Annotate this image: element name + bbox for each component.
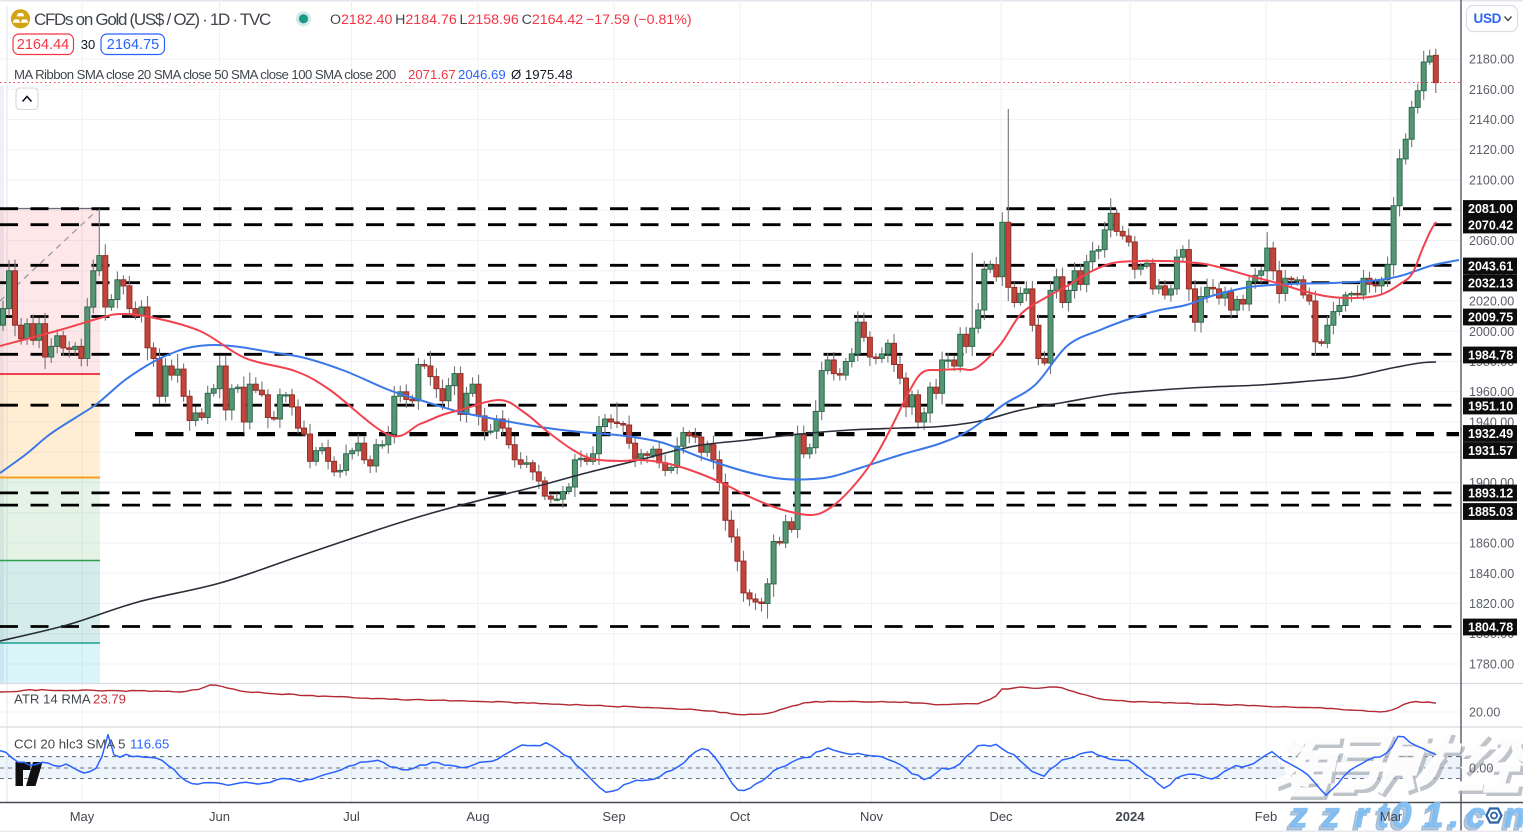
- svg-text:23.79: 23.79: [93, 692, 126, 707]
- svg-text:Dec: Dec: [989, 809, 1013, 824]
- svg-text:1804.78: 1804.78: [1468, 621, 1513, 635]
- svg-text:1932.49: 1932.49: [1468, 427, 1513, 441]
- svg-text:CCI 20 hlc3 SMA 5: CCI 20 hlc3 SMA 5: [14, 737, 125, 752]
- svg-text:2120.00: 2120.00: [1469, 143, 1514, 157]
- svg-text:2043.61: 2043.61: [1468, 260, 1513, 274]
- svg-text:2024: 2024: [1116, 809, 1146, 824]
- svg-text:Ø 1975.48: Ø 1975.48: [511, 67, 573, 82]
- svg-text:1951.10: 1951.10: [1468, 400, 1513, 414]
- svg-text:CFDs on Gold (US$ / OZ) · 1D ·: CFDs on Gold (US$ / OZ) · 1D · TVC: [34, 10, 271, 29]
- svg-text:.: .: [1446, 799, 1456, 832]
- svg-text:z: z: [1318, 799, 1337, 832]
- svg-text:2000.00: 2000.00: [1469, 325, 1514, 339]
- svg-text:.: .: [1449, 796, 1459, 832]
- svg-text:Jun: Jun: [209, 809, 230, 824]
- svg-text:0: 0: [1392, 796, 1412, 832]
- svg-text:z: z: [1286, 799, 1305, 832]
- svg-text:2100.00: 2100.00: [1469, 174, 1514, 188]
- svg-text:t: t: [1377, 796, 1390, 832]
- svg-text:t: t: [1374, 799, 1387, 832]
- svg-text:1960.00: 1960.00: [1469, 385, 1514, 399]
- svg-text:1: 1: [1421, 799, 1440, 832]
- svg-text:z: z: [1321, 796, 1340, 832]
- svg-text:n: n: [1501, 799, 1522, 832]
- svg-text:1931.57: 1931.57: [1468, 444, 1513, 458]
- svg-text:c: c: [1466, 796, 1485, 832]
- svg-text:1: 1: [1424, 796, 1443, 832]
- svg-text:Mar: Mar: [1380, 809, 1403, 824]
- svg-text:ATR 14 RMA: ATR 14 RMA: [14, 692, 91, 707]
- svg-text:2180.00: 2180.00: [1469, 53, 1514, 67]
- svg-text:May: May: [70, 809, 95, 824]
- svg-text:2071.67: 2071.67: [408, 67, 456, 82]
- svg-text:2009.75: 2009.75: [1468, 311, 1513, 325]
- svg-text:1885.03: 1885.03: [1468, 505, 1513, 519]
- svg-text:Sep: Sep: [602, 809, 625, 824]
- svg-text:1984.78: 1984.78: [1468, 349, 1513, 363]
- svg-text:0.00: 0.00: [1469, 762, 1493, 776]
- svg-text:2046.69: 2046.69: [458, 67, 506, 82]
- svg-text:2081.00: 2081.00: [1468, 202, 1513, 216]
- svg-text:n: n: [1504, 796, 1523, 832]
- svg-text:z: z: [1289, 796, 1308, 832]
- svg-text:2032.13: 2032.13: [1468, 277, 1513, 291]
- svg-text:Aug: Aug: [466, 809, 489, 824]
- svg-text:0: 0: [1389, 799, 1409, 832]
- svg-text:1820.00: 1820.00: [1469, 597, 1514, 611]
- svg-text:Jul: Jul: [343, 809, 360, 824]
- svg-text:1860.00: 1860.00: [1469, 537, 1514, 551]
- svg-text:USD: USD: [1474, 11, 1502, 26]
- svg-text:1840.00: 1840.00: [1469, 567, 1514, 581]
- svg-text:Nov: Nov: [860, 809, 884, 824]
- svg-text:MA Ribbon SMA close 20 SMA clo: MA Ribbon SMA close 20 SMA close 50 SMA …: [14, 67, 396, 82]
- svg-text:2140.00: 2140.00: [1469, 113, 1514, 127]
- svg-text:r: r: [1355, 796, 1371, 832]
- svg-text:2070.42: 2070.42: [1468, 219, 1513, 233]
- svg-text:1893.12: 1893.12: [1468, 487, 1513, 501]
- svg-text:20.00: 20.00: [1469, 706, 1500, 720]
- svg-text:Oct: Oct: [730, 809, 751, 824]
- svg-text:r: r: [1352, 799, 1368, 832]
- svg-text:O2182.40 H2184.76 L2158.96 C21: O2182.40 H2184.76 L2158.96 C2164.42 −17.…: [330, 12, 692, 28]
- svg-text:Feb: Feb: [1255, 809, 1277, 824]
- svg-text:30: 30: [81, 37, 95, 52]
- svg-text:2160.00: 2160.00: [1469, 83, 1514, 97]
- svg-text:2060.00: 2060.00: [1469, 234, 1514, 248]
- svg-text:2020.00: 2020.00: [1469, 295, 1514, 309]
- svg-text:c: c: [1463, 799, 1482, 832]
- svg-text:2164.44: 2164.44: [17, 37, 69, 53]
- svg-text:116.65: 116.65: [130, 737, 169, 752]
- svg-text:2164.75: 2164.75: [107, 37, 159, 53]
- svg-text:1780.00: 1780.00: [1469, 658, 1514, 672]
